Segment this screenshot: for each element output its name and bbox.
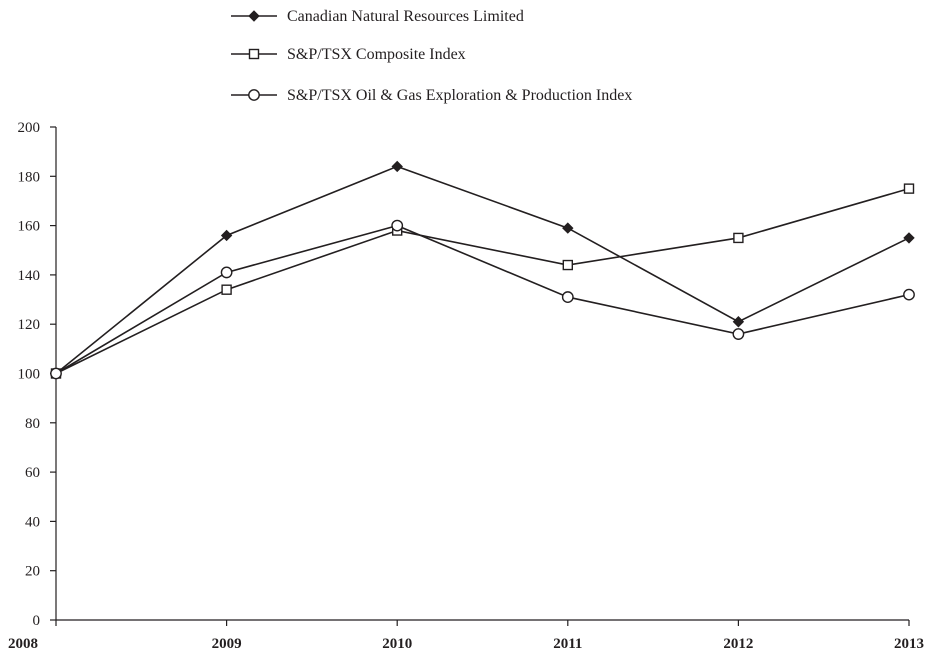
x-tick-label: 2008 — [8, 636, 38, 652]
y-tick-label: 200 — [18, 120, 41, 136]
legend-item-s-p-tsx-composite-index: S&P/TSX Composite Index — [231, 46, 466, 63]
data-point — [733, 232, 744, 244]
data-point — [391, 219, 404, 232]
data-point — [220, 266, 233, 279]
series-line — [55, 165, 910, 375]
y-tick-label: 40 — [25, 514, 40, 530]
x-tick-label: 2013 — [894, 636, 924, 652]
data-point — [391, 160, 403, 173]
x-tick-label: 2011 — [553, 636, 582, 652]
x-tick-label: 2010 — [382, 636, 412, 652]
legend-marker — [248, 48, 260, 60]
data-point — [903, 288, 915, 301]
data-point — [903, 183, 915, 194]
y-tick-label: 180 — [18, 169, 41, 185]
data-point — [50, 367, 62, 380]
data-point — [732, 328, 745, 340]
y-tick-label: 60 — [25, 465, 40, 481]
plot-area — [50, 160, 915, 380]
y-tick-label: 0 — [33, 613, 41, 629]
series-line — [55, 224, 910, 375]
legend-marker — [248, 89, 260, 101]
series-s-p-tsx-composite-index — [50, 183, 915, 379]
y-tick-label: 100 — [18, 367, 41, 383]
x-tick-label: 2009 — [212, 636, 242, 652]
legend-item-canadian-natural-resources-limited: Canadian Natural Resources Limited — [231, 8, 524, 25]
data-point — [562, 259, 573, 271]
legend-label: Canadian Natural Resources Limited — [287, 8, 524, 25]
series-s-p-tsx-oil-gas-exploration-production-index — [50, 219, 915, 380]
legend: Canadian Natural Resources Limited S&P/TS… — [231, 8, 632, 104]
data-point — [561, 291, 574, 303]
x-ticks: 2008 2009 2010 2011 2012 2013 — [8, 620, 924, 652]
axes — [55, 127, 909, 621]
data-point — [220, 229, 233, 242]
series-line — [55, 187, 910, 375]
y-tick-label: 80 — [25, 416, 40, 432]
legend-marker — [248, 10, 260, 22]
data-point — [732, 316, 745, 328]
y-ticks: 0 20 40 60 80 100 120 140 160 180 200 — [18, 120, 56, 629]
data-point — [903, 232, 915, 244]
data-point — [221, 284, 232, 295]
legend-label: S&P/TSX Composite Index — [287, 46, 466, 63]
y-tick-label: 120 — [18, 317, 41, 333]
y-tick-label: 140 — [18, 268, 41, 284]
data-point — [562, 222, 574, 234]
x-tick-label: 2012 — [723, 636, 753, 652]
legend-item-s-p-tsx-oil-gas-exploration-production-index: S&P/TSX Oil & Gas Exploration & Producti… — [231, 87, 632, 104]
y-tick-label: 20 — [25, 564, 40, 580]
series-canadian-natural-resources-limited — [50, 160, 915, 380]
y-tick-label: 160 — [18, 219, 41, 235]
legend-label: S&P/TSX Oil & Gas Exploration & Producti… — [287, 87, 632, 104]
